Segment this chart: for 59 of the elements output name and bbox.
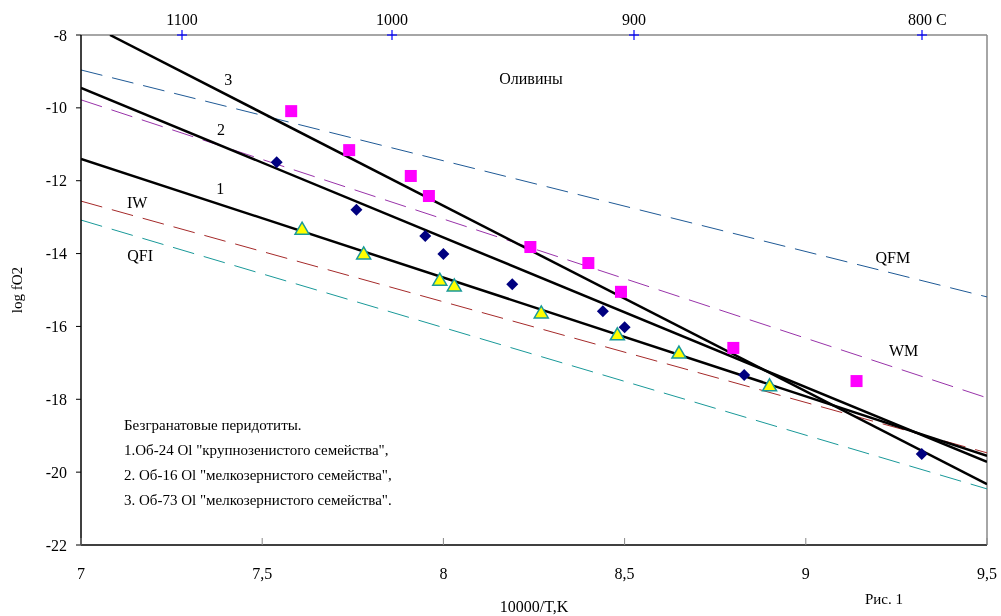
point (596, 305, 609, 318)
point (343, 144, 356, 157)
annotation: 3. Об-73 Ol "мелкозернистого семейства". (124, 492, 392, 509)
y-tick-label: -16 (45, 318, 67, 336)
point (437, 247, 450, 260)
y-tick-label: -10 (45, 99, 67, 117)
point (850, 375, 863, 388)
point (285, 105, 298, 118)
point (432, 272, 448, 286)
series-label: 1 (216, 180, 225, 198)
text: Рис. 1 (864, 591, 904, 607)
point (533, 305, 549, 319)
annotation: 1.Об-24 Ol "крупнозенистого семейства", (124, 442, 389, 459)
point (355, 246, 372, 260)
point (727, 341, 740, 354)
series-label: QFI (127, 247, 153, 265)
series-label: 3 (224, 71, 233, 89)
point (671, 345, 687, 359)
x-tick-label: 9 (801, 565, 810, 582)
point (506, 278, 519, 291)
x-tick-label: 7 (77, 565, 85, 582)
x-tick-label: 9,5 (977, 565, 997, 582)
y-tick-label: -20 (45, 463, 67, 481)
y-tick-label: -14 (45, 245, 67, 263)
x-tick-label: 8,5 (614, 565, 635, 582)
y-axis-title: log fO2 (9, 266, 25, 314)
x-axis-title: 10000/T,K (499, 598, 569, 615)
point (582, 257, 595, 270)
point (618, 321, 631, 334)
annotation: 2. Об-16 Ol "мелкозернистого семейства", (124, 467, 392, 484)
point (738, 368, 751, 381)
point (404, 169, 417, 182)
text: 900 (622, 11, 646, 28)
annotation: Оливины (499, 69, 564, 87)
y-tick-label: -18 (45, 390, 67, 408)
point (422, 190, 435, 203)
point (761, 378, 778, 392)
point (294, 221, 310, 235)
series-label: IW (126, 194, 149, 212)
y-tick-label: -8 (53, 26, 67, 44)
series-label: 2 (216, 121, 225, 139)
point (419, 230, 432, 243)
series-label: WM (888, 342, 919, 360)
y-tick-label: -12 (45, 172, 67, 190)
text: 1000 (376, 11, 408, 28)
text: 1100 (166, 11, 198, 28)
point (915, 447, 928, 460)
point (446, 278, 463, 292)
x-tick-label: 8 (439, 565, 448, 582)
point (524, 241, 537, 254)
y-tick-label: -22 (45, 536, 67, 554)
point (350, 203, 363, 216)
series-label: QFM (875, 248, 911, 266)
text: 800 C (908, 11, 947, 28)
point (270, 156, 283, 169)
x-tick-label: 7,5 (252, 565, 273, 582)
annotation: Безгранатовые перидотиты. (124, 417, 302, 434)
point (614, 285, 627, 298)
point (609, 327, 626, 341)
